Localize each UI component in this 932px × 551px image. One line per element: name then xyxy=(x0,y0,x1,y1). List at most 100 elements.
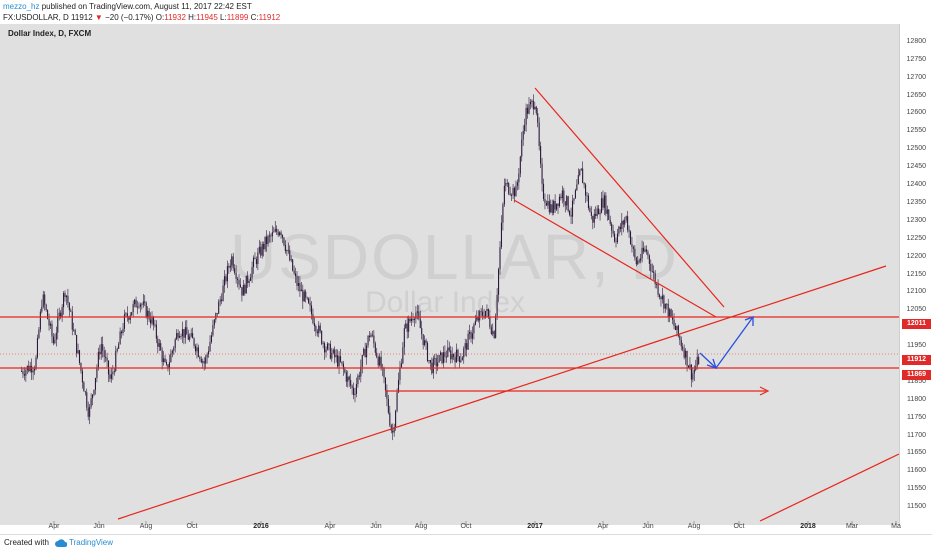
candle-body xyxy=(567,196,569,211)
candle-body xyxy=(136,306,139,308)
candle-body xyxy=(106,357,108,361)
candle-body xyxy=(197,347,199,357)
candle-body xyxy=(689,364,691,368)
candle-body xyxy=(161,350,163,363)
candle-body xyxy=(148,310,150,320)
candle-body xyxy=(576,184,578,191)
candle-body xyxy=(521,139,523,157)
candle-body xyxy=(422,334,424,345)
candle-body xyxy=(341,361,343,364)
candle-body xyxy=(313,323,315,327)
candle-body xyxy=(672,316,674,320)
candle-body xyxy=(351,385,353,388)
candle-body xyxy=(640,258,642,261)
candle-body xyxy=(203,361,205,364)
price-tick-label: 12800 xyxy=(906,37,926,45)
candle-body xyxy=(86,392,88,408)
author-link[interactable]: mezzo_hz xyxy=(3,2,40,11)
candle-body xyxy=(57,316,59,333)
candle-body xyxy=(554,201,556,210)
price-tick-label: 11950 xyxy=(907,342,926,350)
candle-body xyxy=(442,352,445,364)
candle-body xyxy=(498,269,500,295)
candle-body xyxy=(295,273,297,277)
candle-body xyxy=(627,216,629,230)
candle-body xyxy=(25,370,27,376)
candle-body xyxy=(263,244,265,250)
candle-body xyxy=(457,349,459,357)
candle-body xyxy=(171,350,173,354)
candle-body xyxy=(260,246,262,256)
time-tick-label: Apr xyxy=(597,523,609,530)
candle-body xyxy=(31,365,33,373)
price-axis[interactable]: 12800 12750 12700 12650 12600 12550 12500 12450… xyxy=(899,24,932,525)
candle-body xyxy=(685,350,687,358)
candle-body xyxy=(165,362,168,365)
candle-body xyxy=(305,291,307,298)
price-tick-label: 11800 xyxy=(907,395,926,403)
candle-body xyxy=(586,195,588,197)
candle-body xyxy=(286,250,288,252)
time-tick-label: Oct xyxy=(733,523,745,530)
time-tick-label: Mar xyxy=(845,523,859,530)
candle-body xyxy=(579,170,581,176)
price-chart[interactable] xyxy=(0,24,899,525)
candle-body xyxy=(544,199,546,203)
chart-plot-area[interactable]: USDOLLAR, D Dollar Index Dollar Index, D… xyxy=(0,24,899,525)
time-tick-label: 2018 xyxy=(800,523,816,530)
price-tick-label: 11700 xyxy=(907,431,926,439)
candle-body xyxy=(58,312,60,317)
candle-body xyxy=(254,257,256,260)
candle-body xyxy=(103,350,105,358)
price-tick-label: 12250 xyxy=(906,234,926,242)
time-tick-label: Oct xyxy=(460,523,472,530)
candle-body xyxy=(563,190,565,202)
high-value: 11945 xyxy=(196,13,218,22)
candle-body xyxy=(392,430,394,433)
candle-body xyxy=(170,353,172,363)
candle-body xyxy=(374,343,376,353)
candle-body xyxy=(122,328,124,334)
candle-body xyxy=(184,327,186,338)
candle-body xyxy=(208,351,210,355)
candle-body xyxy=(424,340,426,345)
candle-body xyxy=(590,211,592,216)
candle-body xyxy=(629,231,632,244)
candle-body xyxy=(231,256,233,266)
candle-body xyxy=(464,343,466,349)
candle-body xyxy=(550,204,552,213)
candle-body xyxy=(244,285,246,294)
candle-body xyxy=(225,276,227,282)
candle-body xyxy=(405,323,407,329)
candle-body xyxy=(479,311,481,321)
candle-body xyxy=(176,333,178,340)
candle-body xyxy=(582,168,584,184)
candle-body xyxy=(216,313,218,314)
candle-body xyxy=(698,356,700,365)
candle-body xyxy=(309,303,311,306)
candle-body xyxy=(281,235,284,238)
time-axis[interactable]: Apr Jun Aug Oct 2016 Apr Jun Aug Oct 2017 Apr Jun Au… xyxy=(0,523,901,533)
candle-body xyxy=(258,246,260,253)
candle-body xyxy=(583,183,585,185)
candle-body xyxy=(205,357,207,364)
candle-body xyxy=(661,295,663,300)
projection-arrowhead-down xyxy=(706,358,718,370)
wedge-lower-line xyxy=(513,199,717,318)
candle-body xyxy=(367,335,369,346)
candle-body xyxy=(132,304,134,313)
candle-body xyxy=(428,360,430,362)
drawings[interactable] xyxy=(0,87,899,522)
candle-body xyxy=(187,334,189,340)
footer: Created with TradingView xyxy=(0,534,932,551)
candle-body xyxy=(302,289,304,302)
candle-body xyxy=(547,201,549,206)
candle-body xyxy=(566,196,568,206)
candle-body xyxy=(419,318,421,329)
candle-body xyxy=(473,324,475,334)
candle-body xyxy=(399,367,401,380)
candle-body xyxy=(396,392,398,411)
candle-body xyxy=(202,361,204,363)
candle-body xyxy=(97,351,99,368)
candles xyxy=(20,94,700,441)
